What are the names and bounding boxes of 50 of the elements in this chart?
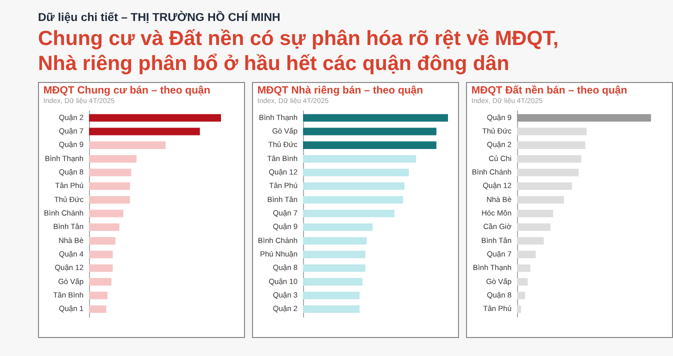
bar [303, 128, 436, 136]
bar [303, 155, 416, 163]
bar [517, 182, 572, 190]
bar [517, 264, 530, 272]
bar [89, 114, 221, 122]
bar [89, 250, 113, 258]
bar [517, 278, 528, 286]
bar [89, 292, 108, 300]
bar [89, 264, 113, 272]
bar [517, 196, 564, 204]
bar [303, 114, 448, 122]
bar [303, 250, 366, 258]
bar [303, 223, 373, 231]
bar [303, 168, 409, 176]
bar [89, 155, 137, 163]
bar [89, 210, 124, 218]
bar [303, 305, 360, 313]
bar [89, 278, 112, 286]
bar [517, 250, 536, 258]
text: Chung cư và Đất nền có sự phân hóa rõ rệt về MĐQT, Nhà riêng phân bổ ở hầu hết các quận đông dân [38, 26, 560, 76]
bar [89, 182, 130, 190]
bar [303, 182, 404, 190]
bar [517, 210, 554, 218]
chart-title: MĐQT Đất nền bán – theo quận [471, 84, 628, 96]
chart-title: MĐQT Chung cư bán – theo quận [43, 84, 210, 96]
text: Dữ liệu chi tiết – THỊ TRƯỜNG HỒ CHÍ MINH [38, 12, 282, 24]
bar [517, 305, 522, 313]
bar [517, 223, 550, 231]
bar [89, 223, 120, 231]
bar [303, 210, 394, 218]
bar [303, 196, 404, 204]
bar [517, 292, 526, 300]
bar [89, 141, 166, 149]
bar [303, 278, 362, 286]
bar [517, 114, 651, 122]
bar [89, 237, 116, 245]
bar [517, 237, 544, 245]
bar [303, 237, 367, 245]
bar [303, 141, 436, 149]
bar [89, 168, 132, 176]
bar [89, 128, 200, 136]
chart-title: MĐQT Nhà riêng bán – theo quận [257, 84, 424, 96]
bar [89, 196, 130, 204]
bar [517, 128, 587, 136]
bar [517, 141, 586, 149]
bar [303, 292, 360, 300]
bar [517, 168, 579, 176]
bar [89, 305, 106, 313]
bar [517, 155, 582, 163]
bar [303, 264, 366, 272]
